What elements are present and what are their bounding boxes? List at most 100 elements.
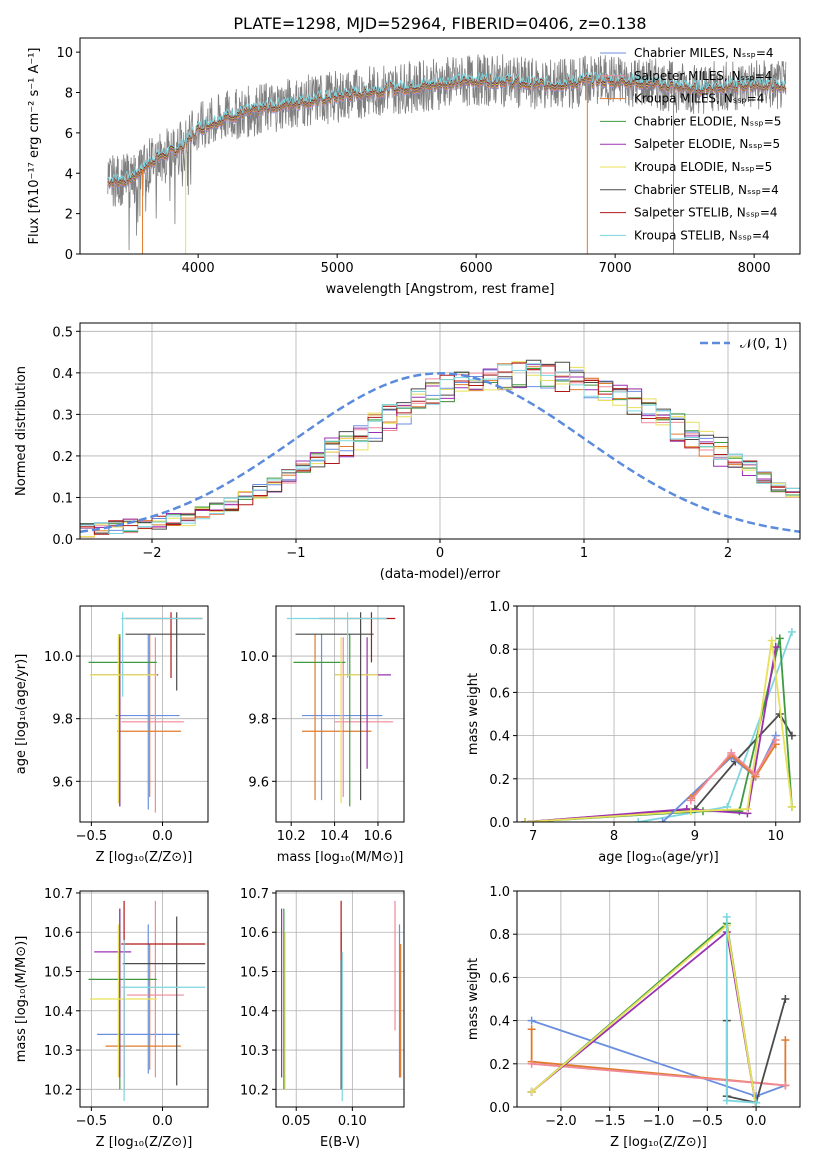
y-axis-label: Normed distribution	[14, 366, 29, 496]
axes-frame	[79, 605, 209, 823]
plot-area	[276, 891, 404, 1107]
y-tick-label: 0.8	[489, 643, 510, 658]
axes-frame	[79, 890, 209, 1108]
x-tick-label: 0	[436, 546, 444, 561]
plot-area	[80, 323, 800, 539]
y-tick-label: 10.2	[240, 1083, 269, 1098]
x-axis-label: Z [log₁₀(Z/Z⊙)]	[610, 1135, 707, 1150]
x-tick-label: 7	[529, 829, 537, 844]
x-tick-label: 5000	[321, 261, 354, 276]
y-tick-label: 0.2	[52, 450, 73, 465]
x-tick-label: 0.0	[746, 1114, 767, 1129]
y-axis-label: mass weight	[466, 958, 481, 1040]
y-tick-label: 0.6	[489, 686, 510, 701]
model-spectrum-kroupa_stelib	[107, 71, 787, 184]
plot-area	[80, 606, 208, 822]
x-tick-label: 8000	[738, 261, 771, 276]
x-tick-label: −0.5	[76, 1114, 108, 1129]
panel-age_vs_Z: −0.5 0.0 9.6 9.8 10.0 Z [log₁₀(Z/Z⊙)] age [log…	[14, 605, 209, 865]
y-tick-label: 0.3	[52, 408, 73, 423]
y-tick-label: 9.6	[52, 775, 73, 790]
y-tick-label: 0.0	[489, 1101, 510, 1116]
y-tick-label: 10.0	[240, 650, 269, 665]
legend-label: Chabrier STELIB, Nₛₛₚ=4	[634, 183, 779, 197]
panel-massweight_vs_Z: −2.0 −1.5 −1.0 −0.5 0.0 0.0 0.2 0.4 0.6 0.8 1.0 Z […	[466, 885, 801, 1150]
legend-label: Kroupa STELIB, Nₛₛₚ=4	[634, 228, 770, 242]
x-tick-label: 1	[580, 546, 588, 561]
y-tick-label: 0.8	[489, 928, 510, 943]
x-tick-label: 0.10	[338, 1114, 367, 1129]
x-tick-label: 7000	[599, 261, 632, 276]
y-tick-label: 1.0	[489, 600, 510, 615]
x-tick-label: 8	[610, 829, 618, 844]
legend: Chabrier MILES, Nₛₛₚ=4 Salpeter MILES, Nₛ…	[600, 46, 781, 242]
y-tick-label: 0.0	[52, 533, 73, 548]
x-tick-label: 4000	[182, 261, 215, 276]
x-tick-label: −2.0	[545, 1114, 577, 1129]
y-tick-label: 0.5	[52, 325, 73, 340]
y-tick-label: 8	[65, 87, 73, 102]
x-tick-label: 10.2	[277, 829, 306, 844]
y-tick-label: 9.8	[248, 713, 269, 728]
y-tick-label: 9.8	[52, 713, 73, 728]
x-tick-label: 10	[767, 829, 784, 844]
plot-area	[517, 891, 800, 1107]
x-tick-label: −1.0	[643, 1114, 675, 1129]
panel-age_vs_mass: 10.2 10.4 10.6 9.6 9.8 10.0 mass [log₁₀(M/M⊙)]	[240, 605, 405, 865]
weight-line-kroupa_miles	[530, 1029, 787, 1087]
plot-area	[107, 53, 787, 254]
legend-label: Chabrier MILES, Nₛₛₚ=4	[634, 46, 774, 60]
y-tick-label: 0.6	[489, 971, 510, 986]
y-tick-label: 0.1	[52, 491, 73, 506]
x-tick-label: 9	[691, 829, 699, 844]
x-tick-label: 0.0	[152, 1114, 173, 1129]
x-tick-label: −1.5	[594, 1114, 626, 1129]
y-axis-label: age [log₁₀(age/yr)]	[14, 654, 29, 775]
legend-label: Salpeter STELIB, Nₛₛₚ=4	[634, 206, 778, 220]
y-tick-label: 2	[65, 208, 73, 223]
plot-area	[517, 606, 800, 822]
axes-frame	[516, 605, 801, 823]
x-axis-label: wavelength [Angstrom, rest frame]	[326, 282, 555, 297]
y-tick-label: 10.6	[44, 926, 73, 941]
y-tick-label: 10.5	[240, 966, 269, 981]
weight-line-salpeter_elodie	[525, 646, 777, 822]
y-tick-label: 10.0	[44, 650, 73, 665]
y-tick-label: 0.2	[489, 773, 510, 788]
axes-frame	[79, 37, 801, 255]
x-axis-label: E(B-V)	[320, 1135, 360, 1150]
x-tick-label: −2	[142, 546, 161, 561]
x-tick-label: −1	[286, 546, 305, 561]
y-tick-label: 10.7	[44, 887, 73, 902]
x-tick-label: 10.6	[363, 829, 392, 844]
y-axis-label: Flux [fλ10⁻¹⁷ erg cm⁻² s⁻¹ A⁻¹]	[27, 48, 42, 245]
x-tick-label: 10.4	[320, 829, 349, 844]
x-tick-label: 2	[724, 546, 732, 561]
weight-line-salpeter_miles	[531, 1062, 786, 1087]
y-axis-label: mass [log₁₀(M/M⊙)]	[14, 936, 29, 1063]
figure-title: PLATE=1298, MJD=52964, FIBERID=0406, z=0…	[233, 14, 646, 33]
legend-label: Chabrier ELODIE, Nₛₛₚ=5	[634, 114, 781, 128]
y-tick-label: 10.7	[240, 887, 269, 902]
x-axis-label: Z [log₁₀(Z/Z⊙)]	[96, 850, 193, 865]
y-tick-label: 10.5	[44, 966, 73, 981]
y-tick-label: 10.3	[44, 1044, 73, 1059]
y-tick-label: 0	[65, 248, 73, 263]
x-axis-label: mass [log₁₀(M/M⊙)]	[277, 850, 404, 865]
x-tick-label: −0.5	[692, 1114, 724, 1129]
y-axis-label: mass weight	[466, 673, 481, 755]
legend-label: Salpeter ELODIE, Nₛₛₚ=5	[634, 137, 780, 151]
y-tick-label: 10.2	[44, 1083, 73, 1098]
y-tick-label: 10	[56, 46, 73, 61]
y-tick-label: 10.3	[240, 1044, 269, 1059]
x-tick-label: 0.05	[282, 1114, 311, 1129]
y-tick-label: 10.6	[240, 926, 269, 941]
axes-frame	[275, 890, 405, 1108]
panel-spectrum: Chabrier MILES, Nₛₛₚ=4 Salpeter MILES, Nₛ…	[27, 37, 801, 297]
y-tick-label: 0.2	[489, 1058, 510, 1073]
x-axis-label: age [log₁₀(age/yr)]	[598, 850, 719, 865]
panel-mass_vs_Z: −0.5 0.0 10.2 10.3 10.4 10.5 10.6 10.7 Z [log₁₀(…	[14, 887, 209, 1150]
panel-residuals: 𝒩(0, 1) −2 −1 0 1 2 0.0 0.1 0.2 0.3 0.4 0.5 (data-mo…	[14, 322, 801, 582]
x-axis-label: (data-model)/error	[380, 567, 501, 582]
y-tick-label: 0.4	[489, 1015, 510, 1030]
